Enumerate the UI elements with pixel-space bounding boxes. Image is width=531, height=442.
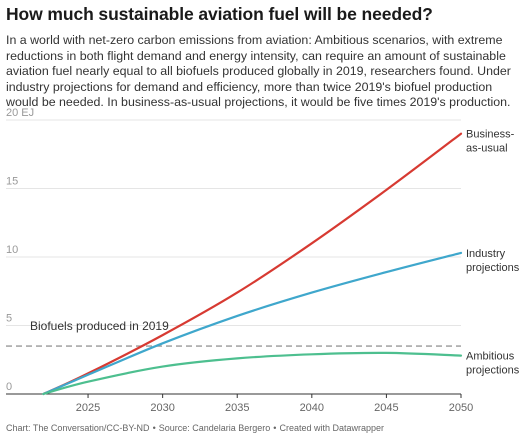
series-line-industry-projections	[42, 251, 463, 396]
chart-footer: Chart: The Conversation/CC-BY-ND • Source:…	[6, 423, 384, 433]
series-label-industry-projections: projections	[466, 262, 520, 274]
reference-line-label: Biofuels produced in 2019	[30, 319, 169, 333]
data-source: Source: Candelaria Bergero	[158, 423, 271, 433]
series-line-business-as-usual	[42, 132, 463, 396]
chart-description: In a world with net-zero carbon emission…	[6, 33, 511, 110]
series-label-industry-projections: Industry	[466, 248, 506, 260]
series-label-ambitious-projections: projections	[466, 365, 520, 377]
series-label-business-as-usual: as-usual	[466, 143, 508, 155]
y-tick-label: 10	[6, 244, 18, 256]
x-tick-label: 2030	[150, 402, 174, 414]
chart-title: How much sustainable aviation fuel will …	[6, 4, 433, 24]
y-tick-label: 5	[6, 313, 12, 325]
x-tick-label: 2025	[76, 402, 100, 414]
series-line-ambitious-projections	[42, 351, 463, 396]
y-tick-label: 0	[6, 381, 12, 393]
chart-credit: Chart: The Conversation/CC-BY-ND	[6, 423, 150, 433]
y-tick-label: 20 EJ	[6, 107, 34, 119]
y-tick-label: 15	[6, 176, 18, 188]
x-tick-label: 2040	[300, 402, 324, 414]
footer-separator: •	[152, 423, 156, 433]
x-tick-label: 2035	[225, 402, 249, 414]
footer-separator: •	[273, 423, 277, 433]
x-tick-label: 2050	[449, 402, 473, 414]
x-tick-label: 2045	[374, 402, 398, 414]
series-label-ambitious-projections: Ambitious	[466, 351, 515, 363]
series-label-business-as-usual: Business-	[466, 129, 515, 141]
created-with: Created with Datawrapper	[279, 423, 385, 433]
